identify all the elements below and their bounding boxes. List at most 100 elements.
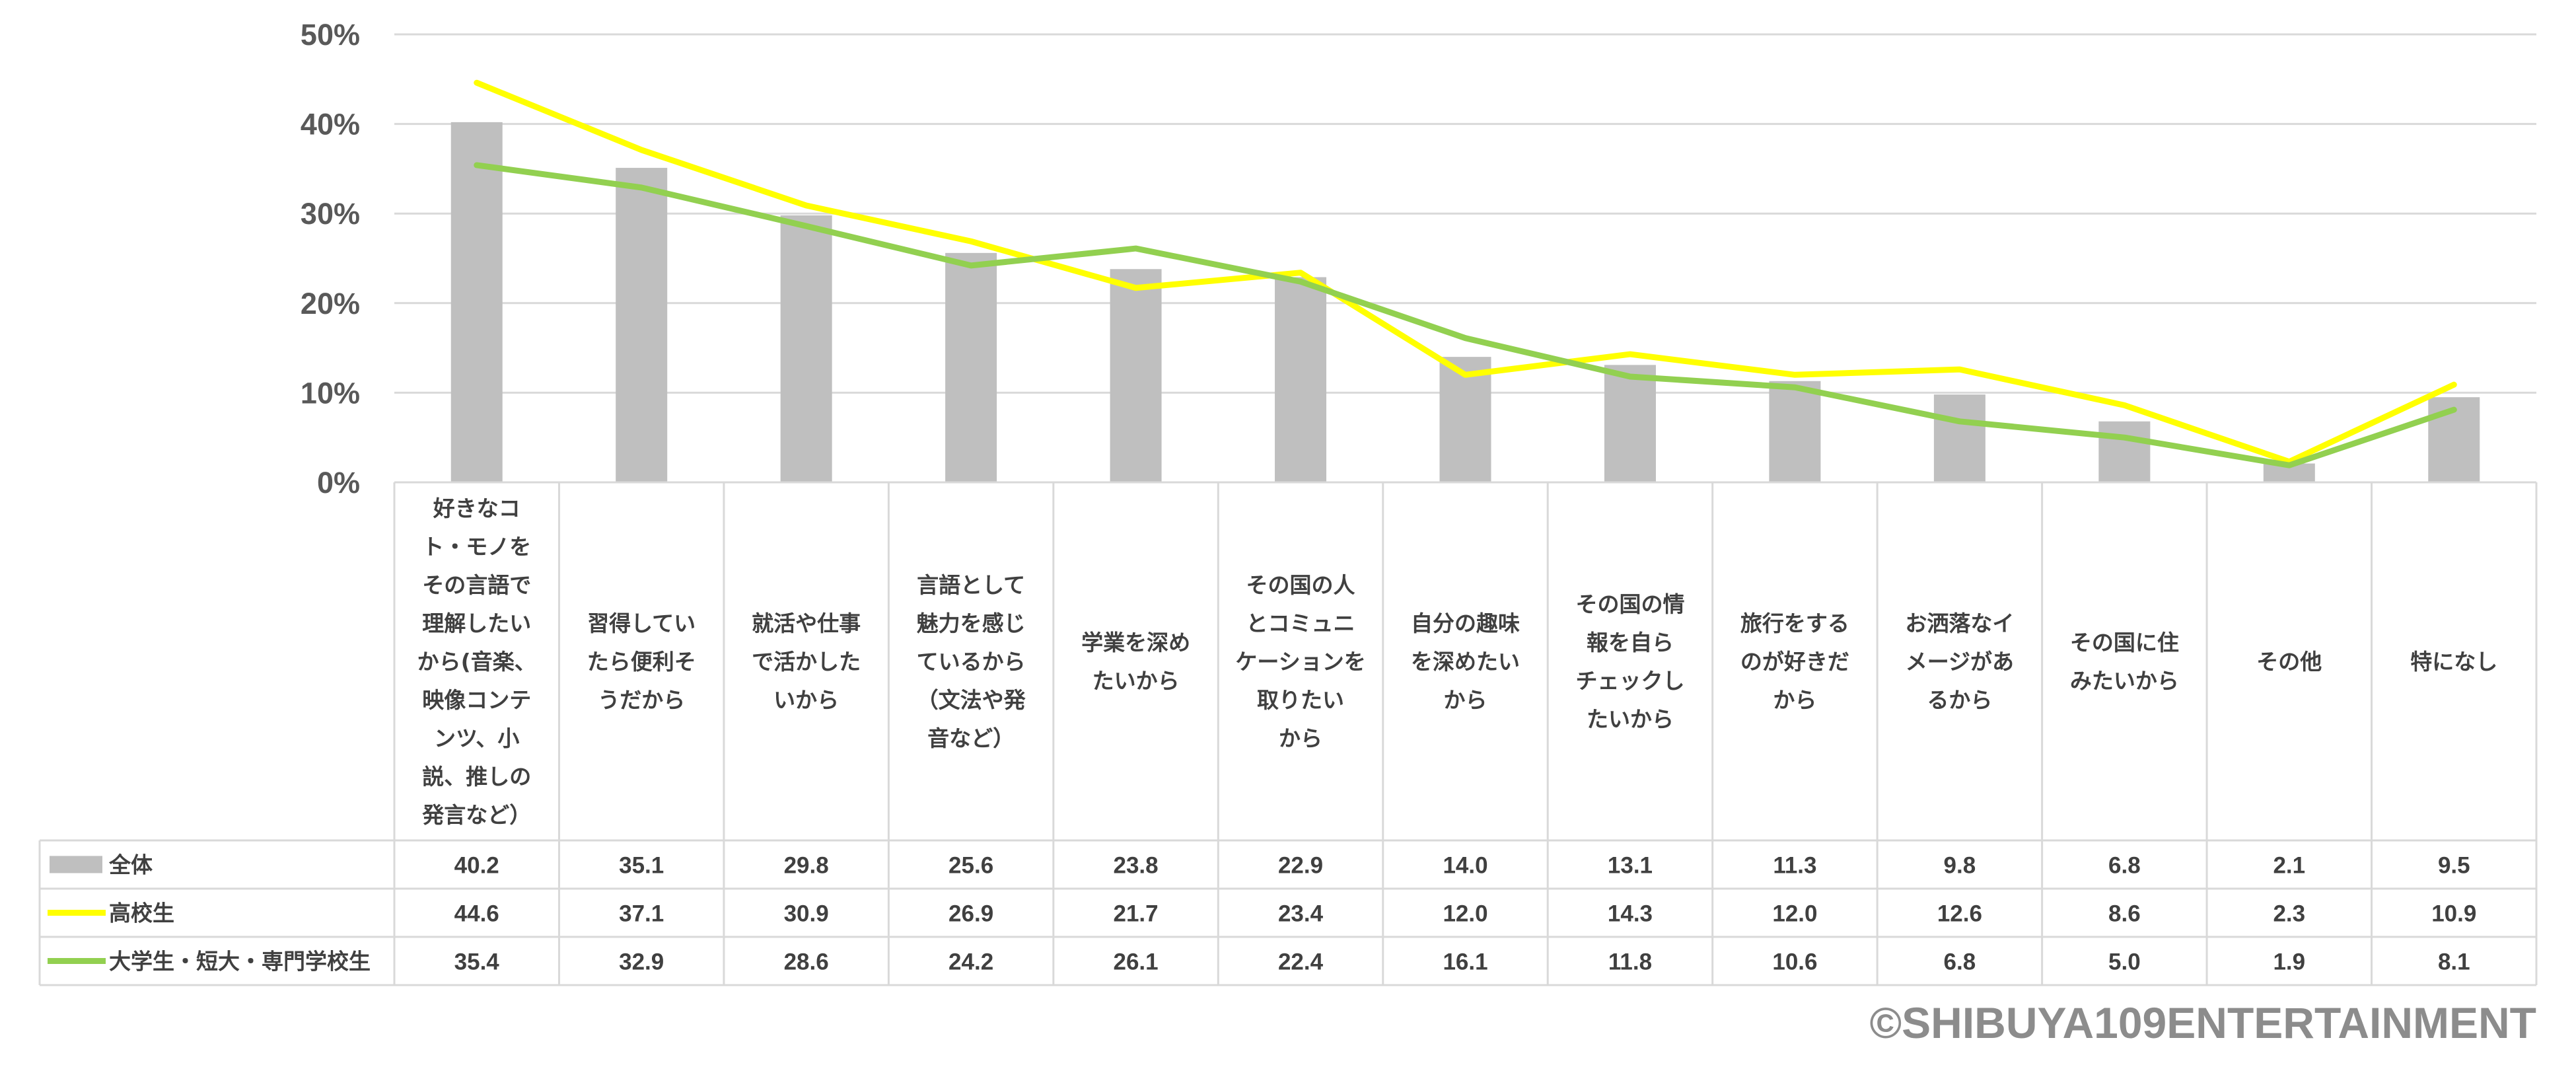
category-label: たいから [1092,668,1180,694]
data-label: 6.8 [1944,949,1976,975]
category-label: から [1773,687,1816,713]
category-label: ケーションを [1235,649,1365,675]
category-label: うだから [598,687,685,713]
data-label: 35.4 [454,949,500,975]
bar [1769,381,1821,482]
copyright-text: ©SHIBUYA109ENTERTAINMENT [1869,998,2536,1047]
data-label: 12.0 [1772,901,1817,927]
data-label: 9.5 [2438,853,2470,879]
y-axis: 0% 10% 20% 30% 40% 50% [301,18,360,499]
data-label: 14.3 [1608,901,1653,927]
data-label: 2.1 [2273,853,2305,879]
category-label: その国に住 [2070,630,2179,655]
data-label: 24.2 [948,949,993,975]
data-label: 23.4 [1278,901,1324,927]
data-label: 21.7 [1114,901,1159,927]
category-label: その国の人 [1246,572,1355,598]
bar [616,168,668,482]
series-name: 全体 [108,852,153,878]
data-label: 8.6 [2108,901,2141,927]
data-label: 26.1 [1114,949,1159,975]
data-label: 26.9 [948,901,993,927]
data-label: 11.3 [1773,853,1816,879]
category-label: 音など） [927,725,1015,751]
category-label: メージがあ [1906,649,2014,675]
bar [1439,357,1491,482]
category-label: みたいから [2070,668,2179,694]
data-label: 32.9 [619,949,664,975]
series-line-1 [474,79,2457,465]
data-label: 10.6 [1772,949,1817,975]
category-label: から(音楽、 [417,649,536,675]
category-label: ト・モノを [422,534,531,560]
bar [1933,394,1986,482]
y-tick-label: 30% [301,197,360,231]
data-label: 6.8 [2108,853,2141,879]
data-label: 12.0 [1443,901,1487,927]
legend-key-bar [50,856,102,873]
bar [1275,277,1327,482]
category-label: から [1279,725,1322,751]
y-tick-label: 20% [301,287,360,320]
category-label: その国の情 [1575,591,1684,617]
category-label: 説、推しの [422,764,531,790]
category-label: のが好きだ [1740,649,1849,675]
category-label: 特になし [2410,649,2497,675]
data-label: 12.6 [1937,901,1982,927]
data-label: 22.9 [1278,853,1323,879]
category-label: 学業を深め [1081,630,1190,655]
y-tick-label: 0% [317,466,360,499]
bar-series [450,122,2480,482]
data-table: 好きなコト・モノをその言語で理解したいから(音楽、映像コンテンツ、小説、推しの発… [38,481,2538,986]
data-label: 29.8 [784,853,829,879]
data-label: 8.1 [2438,949,2470,975]
data-label: 11.8 [1608,949,1652,975]
data-label: 37.1 [619,901,664,927]
category-label: 取りたい [1257,687,1344,713]
line-series [474,79,2457,468]
y-tick-label: 10% [301,376,360,410]
data-label: 30.9 [784,901,829,927]
data-label: 16.1 [1443,949,1487,975]
category-label: で活かした [752,649,861,675]
category-label: 自分の趣味 [1411,610,1520,636]
data-label: 23.8 [1114,853,1159,879]
category-label: その言語で [422,572,531,598]
data-label: 44.6 [454,901,499,927]
category-label: 好きなコ [433,496,520,521]
bar [1110,269,1162,482]
category-label: 理解したい [422,610,531,636]
data-label: 14.0 [1443,853,1487,879]
category-label: るから [1927,687,1992,713]
category-label: 報を自ら [1587,630,1674,655]
category-label: （文法や発 [917,687,1026,713]
category-label: を深めたい [1411,649,1520,675]
data-label: 13.1 [1608,853,1653,879]
category-label: 習得してい [587,610,696,636]
bar [450,122,503,482]
data-label: 40.2 [454,853,499,879]
category-label: から [1444,687,1487,713]
data-label: 1.9 [2273,949,2305,975]
category-label: ンツ、小 [434,725,519,751]
series-line-2 [474,162,2457,468]
data-label: 9.8 [1944,853,1976,879]
bar [780,215,832,482]
bar [2098,421,2151,482]
category-label: いから [773,687,839,713]
data-label: 28.6 [784,949,829,975]
category-label: ているから [917,649,1026,675]
data-label: 2.3 [2273,901,2305,927]
data-label: 5.0 [2108,949,2141,975]
category-label: 映像コンテ [422,687,531,713]
category-label: お洒落なイ [1905,610,2014,636]
category-label: 就活や仕事 [752,610,861,636]
data-label: 22.4 [1278,949,1324,975]
category-label: たら便利そ [587,649,696,675]
category-label: たいから [1587,706,1674,732]
category-label: 魅力を感じ [917,610,1026,636]
data-label: 10.9 [2431,901,2476,927]
category-label: 言語として [917,572,1025,598]
series-name: 大学生・短大・専門学校生 [109,949,371,975]
